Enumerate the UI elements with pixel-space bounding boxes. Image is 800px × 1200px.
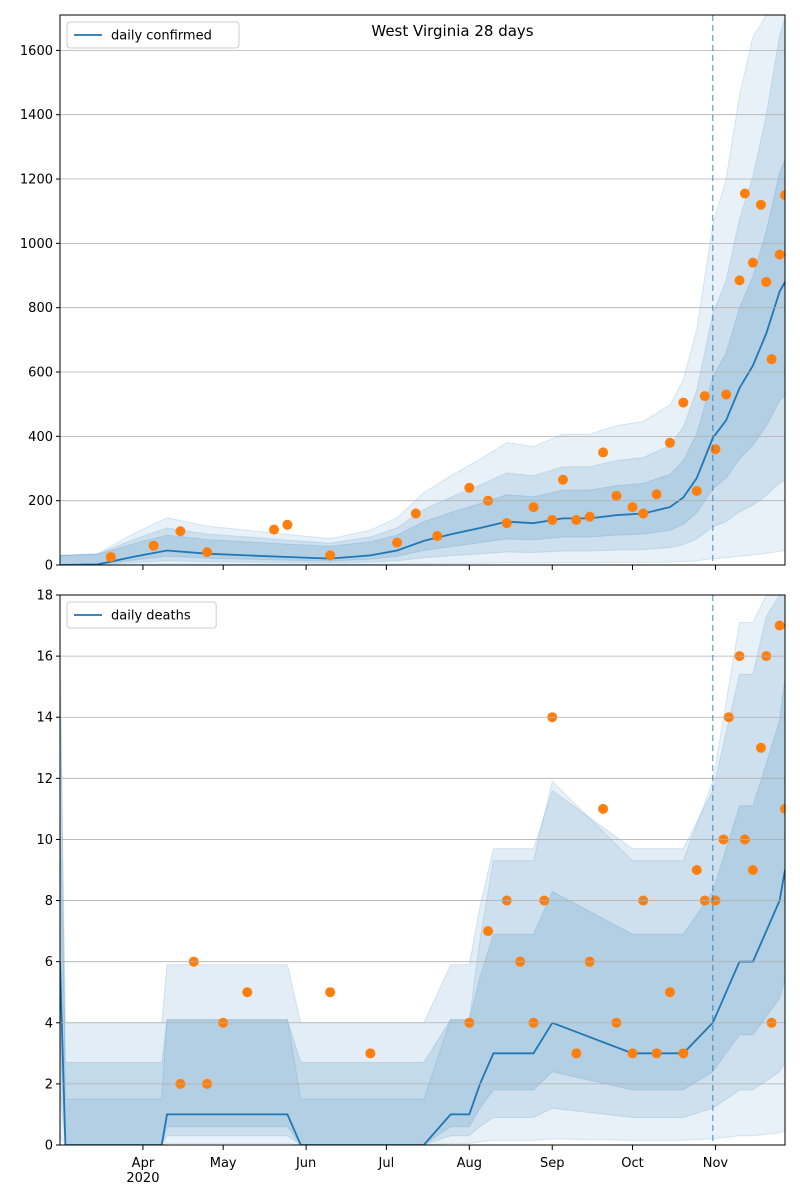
observed-point	[691, 486, 702, 497]
observed-point	[105, 551, 116, 562]
x-tick-label: Jun	[295, 1156, 316, 1171]
observed-point	[651, 1048, 662, 1059]
plot-area	[60, 15, 785, 565]
observed-point	[780, 190, 785, 201]
x-tick-label: Jul	[378, 1156, 395, 1171]
y-tick-label: 600	[28, 366, 53, 381]
uncertainty-band	[60, 595, 785, 1145]
observed-point	[598, 803, 609, 814]
uncertainty-band	[60, 595, 785, 1145]
x-tick-label: Oct	[621, 1156, 643, 1171]
observed-point	[774, 620, 785, 631]
observed-point	[761, 276, 772, 287]
observed-point	[774, 249, 785, 260]
observed-point	[734, 275, 745, 286]
y-tick-label: 8	[45, 894, 53, 909]
observed-point	[557, 474, 568, 485]
observed-point	[664, 987, 675, 998]
model-line	[60, 281, 785, 565]
observed-point	[571, 1048, 582, 1059]
y-tick-label: 0	[45, 559, 53, 574]
legend-label: daily confirmed	[111, 29, 212, 44]
observed-point	[721, 389, 732, 400]
y-tick-label: 200	[28, 494, 53, 509]
observed-point	[148, 540, 159, 551]
observed-point	[755, 199, 766, 210]
plot-area	[60, 595, 785, 1145]
observed-point	[598, 447, 609, 458]
axes-frame	[59, 14, 786, 566]
x-tick-label: Aug	[457, 1156, 482, 1171]
y-tick-label: 2	[45, 1077, 53, 1092]
observed-point	[611, 490, 622, 501]
observed-point	[638, 508, 649, 519]
observed-point	[627, 502, 638, 513]
observed-point	[691, 865, 702, 875]
confirmed-panel: 0 200 400 600 800 1000 1200 1400 1600 West Virgin…	[20, 14, 786, 574]
uncertainty-band	[60, 158, 785, 565]
y-tick-label: 4	[45, 1016, 53, 1031]
observed-point	[269, 524, 280, 535]
observed-point	[627, 1048, 638, 1059]
x-tick-label: May	[210, 1156, 237, 1171]
x-tick-label: Sep	[540, 1156, 565, 1171]
observed-point	[501, 518, 512, 529]
observed-point	[547, 514, 558, 525]
y-tick-label: 400	[28, 430, 53, 445]
observed-point	[365, 1048, 376, 1059]
observed-point	[747, 257, 758, 268]
chart-title: West Virginia 28 days	[371, 22, 533, 40]
observed-point	[584, 511, 595, 522]
y-tick-label: 6	[45, 955, 53, 970]
observed-point	[410, 508, 421, 519]
legend-box	[66, 601, 217, 629]
observed-point	[780, 803, 785, 814]
legend-box	[66, 21, 240, 49]
x-tick-label: Apr	[132, 1156, 155, 1171]
uncertainty-band	[60, 677, 785, 1145]
observed-point	[710, 444, 721, 455]
observed-point	[571, 514, 582, 525]
observed-point	[202, 547, 213, 558]
x-tick-label: Nov	[703, 1156, 729, 1171]
legend: daily deaths	[66, 601, 217, 629]
legend-label: daily deaths	[111, 609, 191, 624]
observed-point	[766, 354, 777, 365]
observed-point	[483, 926, 494, 937]
legend: daily confirmed	[66, 21, 240, 49]
observed-point	[651, 489, 662, 500]
y-tick-label: 16	[36, 650, 53, 665]
observed-point	[175, 526, 186, 537]
observed-point	[432, 531, 443, 542]
observed-point	[678, 1048, 689, 1059]
observed-point	[282, 519, 293, 530]
y-tick-label: 1000	[20, 237, 53, 252]
observed-point	[464, 482, 475, 493]
observed-point	[699, 391, 710, 402]
y-tick-label: 1200	[20, 173, 53, 188]
observed-point	[664, 437, 675, 448]
observed-point	[678, 397, 689, 408]
y-tick-label: 14	[36, 711, 53, 726]
y-tick-label: 800	[28, 301, 53, 316]
observed-point	[747, 865, 758, 875]
observed-point	[755, 742, 766, 753]
observed-point	[242, 987, 253, 998]
y-tick-label: 1600	[20, 44, 53, 59]
y-tick-label: 0	[45, 1139, 53, 1154]
axes-frame	[59, 594, 786, 1146]
observed-point	[325, 987, 336, 998]
y-tick-label: 18	[36, 589, 53, 604]
observed-point	[325, 550, 336, 561]
observed-point	[528, 502, 539, 513]
y-tick-label: 12	[36, 772, 53, 787]
x-tick-label: 2020	[126, 1171, 159, 1186]
y-tick-label: 10	[36, 833, 53, 848]
observed-point	[739, 188, 750, 199]
y-tick-label: 1400	[20, 108, 53, 123]
observed-point	[392, 537, 403, 548]
